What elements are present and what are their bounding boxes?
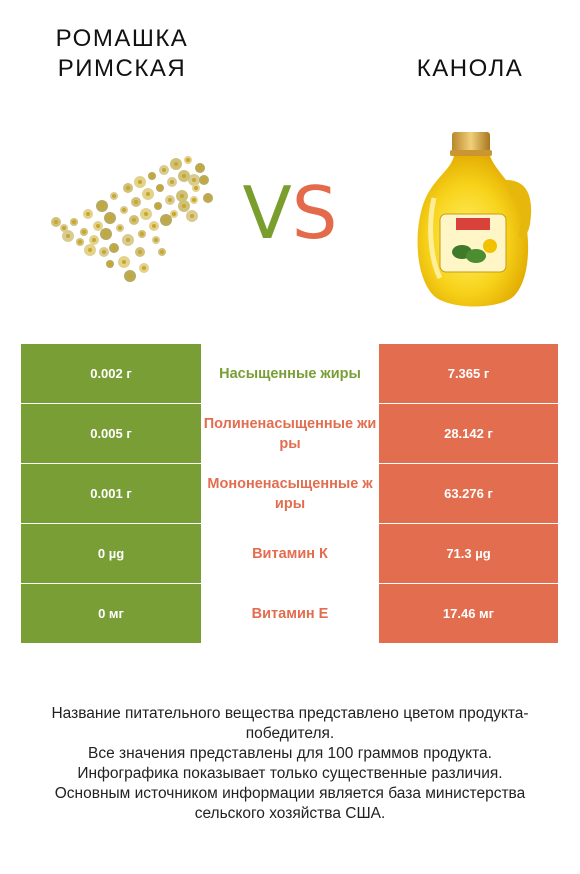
flower-center — [162, 168, 166, 172]
vs-s: S — [291, 171, 338, 255]
flower-center — [122, 260, 126, 264]
flower-center — [190, 214, 194, 218]
flower-center — [82, 230, 86, 234]
left-value: 0 мг — [21, 584, 201, 643]
right-value: 71.3 µg — [379, 524, 558, 583]
nutrient-name: Насыщенные жиры — [201, 344, 379, 403]
flower-center — [174, 162, 178, 166]
flower-center — [192, 198, 196, 202]
table-row: 0.005 г Полиненасыщенные жиры 28.142 г — [21, 404, 558, 464]
flower-center — [180, 194, 184, 198]
flower-center — [102, 250, 106, 254]
flower-center — [140, 232, 144, 236]
flower-center — [78, 240, 82, 244]
nutrient-label: Насыщенные жиры — [219, 365, 361, 382]
footer-line: Все значения представлены для 100 граммо… — [88, 745, 492, 762]
vs-label: VS — [228, 168, 352, 258]
flower-center — [154, 238, 158, 242]
flower-center — [132, 218, 136, 222]
chamomile-flowers-image — [51, 156, 213, 282]
left-value: 0 µg — [21, 524, 201, 583]
right-value: 17.46 мг — [379, 584, 558, 643]
flower-center — [128, 274, 132, 278]
flower-center — [160, 250, 164, 254]
flower-center — [158, 186, 162, 190]
flower-center — [186, 158, 190, 162]
flower-center — [108, 262, 112, 266]
flower-center — [164, 218, 168, 222]
left-product-title: Ромашка римская — [55, 25, 189, 82]
footer-line: Основным источником информации является … — [54, 785, 526, 822]
comparison-table: 0.002 г Насыщенные жиры 7.365 г 0.005 г Поли… — [21, 344, 558, 644]
nutrient-name: Мононенасыщенные жиры — [201, 464, 379, 523]
right-value: 7.365 г — [379, 344, 558, 403]
flower-center — [134, 200, 138, 204]
flower-center — [88, 248, 92, 252]
flower-center — [66, 234, 70, 238]
flower-center — [206, 196, 210, 200]
flower-center — [138, 250, 142, 254]
nutrient-name: Витамин Е — [201, 584, 379, 643]
flower-center — [156, 204, 160, 208]
flower-center — [96, 224, 100, 228]
flower-center — [100, 204, 104, 208]
flower-center — [118, 226, 122, 230]
flower-center — [146, 192, 150, 196]
flower-center — [112, 194, 116, 198]
table-row: 0.002 г Насыщенные жиры 7.365 г — [21, 344, 558, 404]
left-value: 0.002 г — [21, 344, 201, 403]
nutrient-label: Витамин Е — [251, 605, 329, 622]
footer-line: Название питательного вещества представл… — [51, 705, 529, 742]
flower-center — [112, 246, 116, 250]
nutrient-name: Полиненасыщенные жиры — [201, 404, 379, 463]
flower-center — [198, 166, 202, 170]
table-row: 0 мг Витамин Е 17.46 мг — [21, 584, 558, 644]
flower-center — [150, 174, 154, 178]
footer-line: Инфографика показывает только существенн… — [77, 765, 503, 782]
left-value: 0.001 г — [21, 464, 201, 523]
flower-center — [86, 212, 90, 216]
flower-center — [142, 266, 146, 270]
flower-center — [192, 178, 196, 182]
footer-notes: Название питательного вещества представл… — [20, 704, 560, 824]
nutrient-label: Витамин К — [252, 545, 328, 562]
vs-v: V — [242, 171, 292, 255]
flower-center — [144, 212, 148, 216]
flower-center — [108, 216, 112, 220]
right-value: 28.142 г — [379, 404, 558, 463]
table-row: 0 µg Витамин К 71.3 µg — [21, 524, 558, 584]
nutrient-label: Полиненасыщенные жиры — [203, 415, 377, 452]
flower-center — [194, 186, 198, 190]
flower-center — [152, 224, 156, 228]
flower-center — [104, 232, 108, 236]
flower-center — [182, 174, 186, 178]
flower-center — [92, 238, 96, 242]
flower-center — [170, 180, 174, 184]
flower-center — [182, 204, 186, 208]
left-value: 0.005 г — [21, 404, 201, 463]
flower-center — [72, 220, 76, 224]
flower-center — [126, 186, 130, 190]
flower-center — [62, 226, 66, 230]
flower-center — [172, 212, 176, 216]
flower-center — [122, 208, 126, 212]
table-row: 0.001 г Мононенасыщенные жиры 63.276 г — [21, 464, 558, 524]
flower-center — [54, 220, 58, 224]
canola-oil-bottle-image — [417, 132, 532, 307]
flower-center — [202, 178, 206, 182]
flower-center — [138, 180, 142, 184]
nutrient-name: Витамин К — [201, 524, 379, 583]
flower-center — [168, 198, 172, 202]
right-value: 63.276 г — [379, 464, 558, 523]
nutrient-label: Мононенасыщенные жиры — [207, 475, 373, 512]
right-product-title: Канола — [416, 55, 524, 82]
flower-center — [126, 238, 130, 242]
